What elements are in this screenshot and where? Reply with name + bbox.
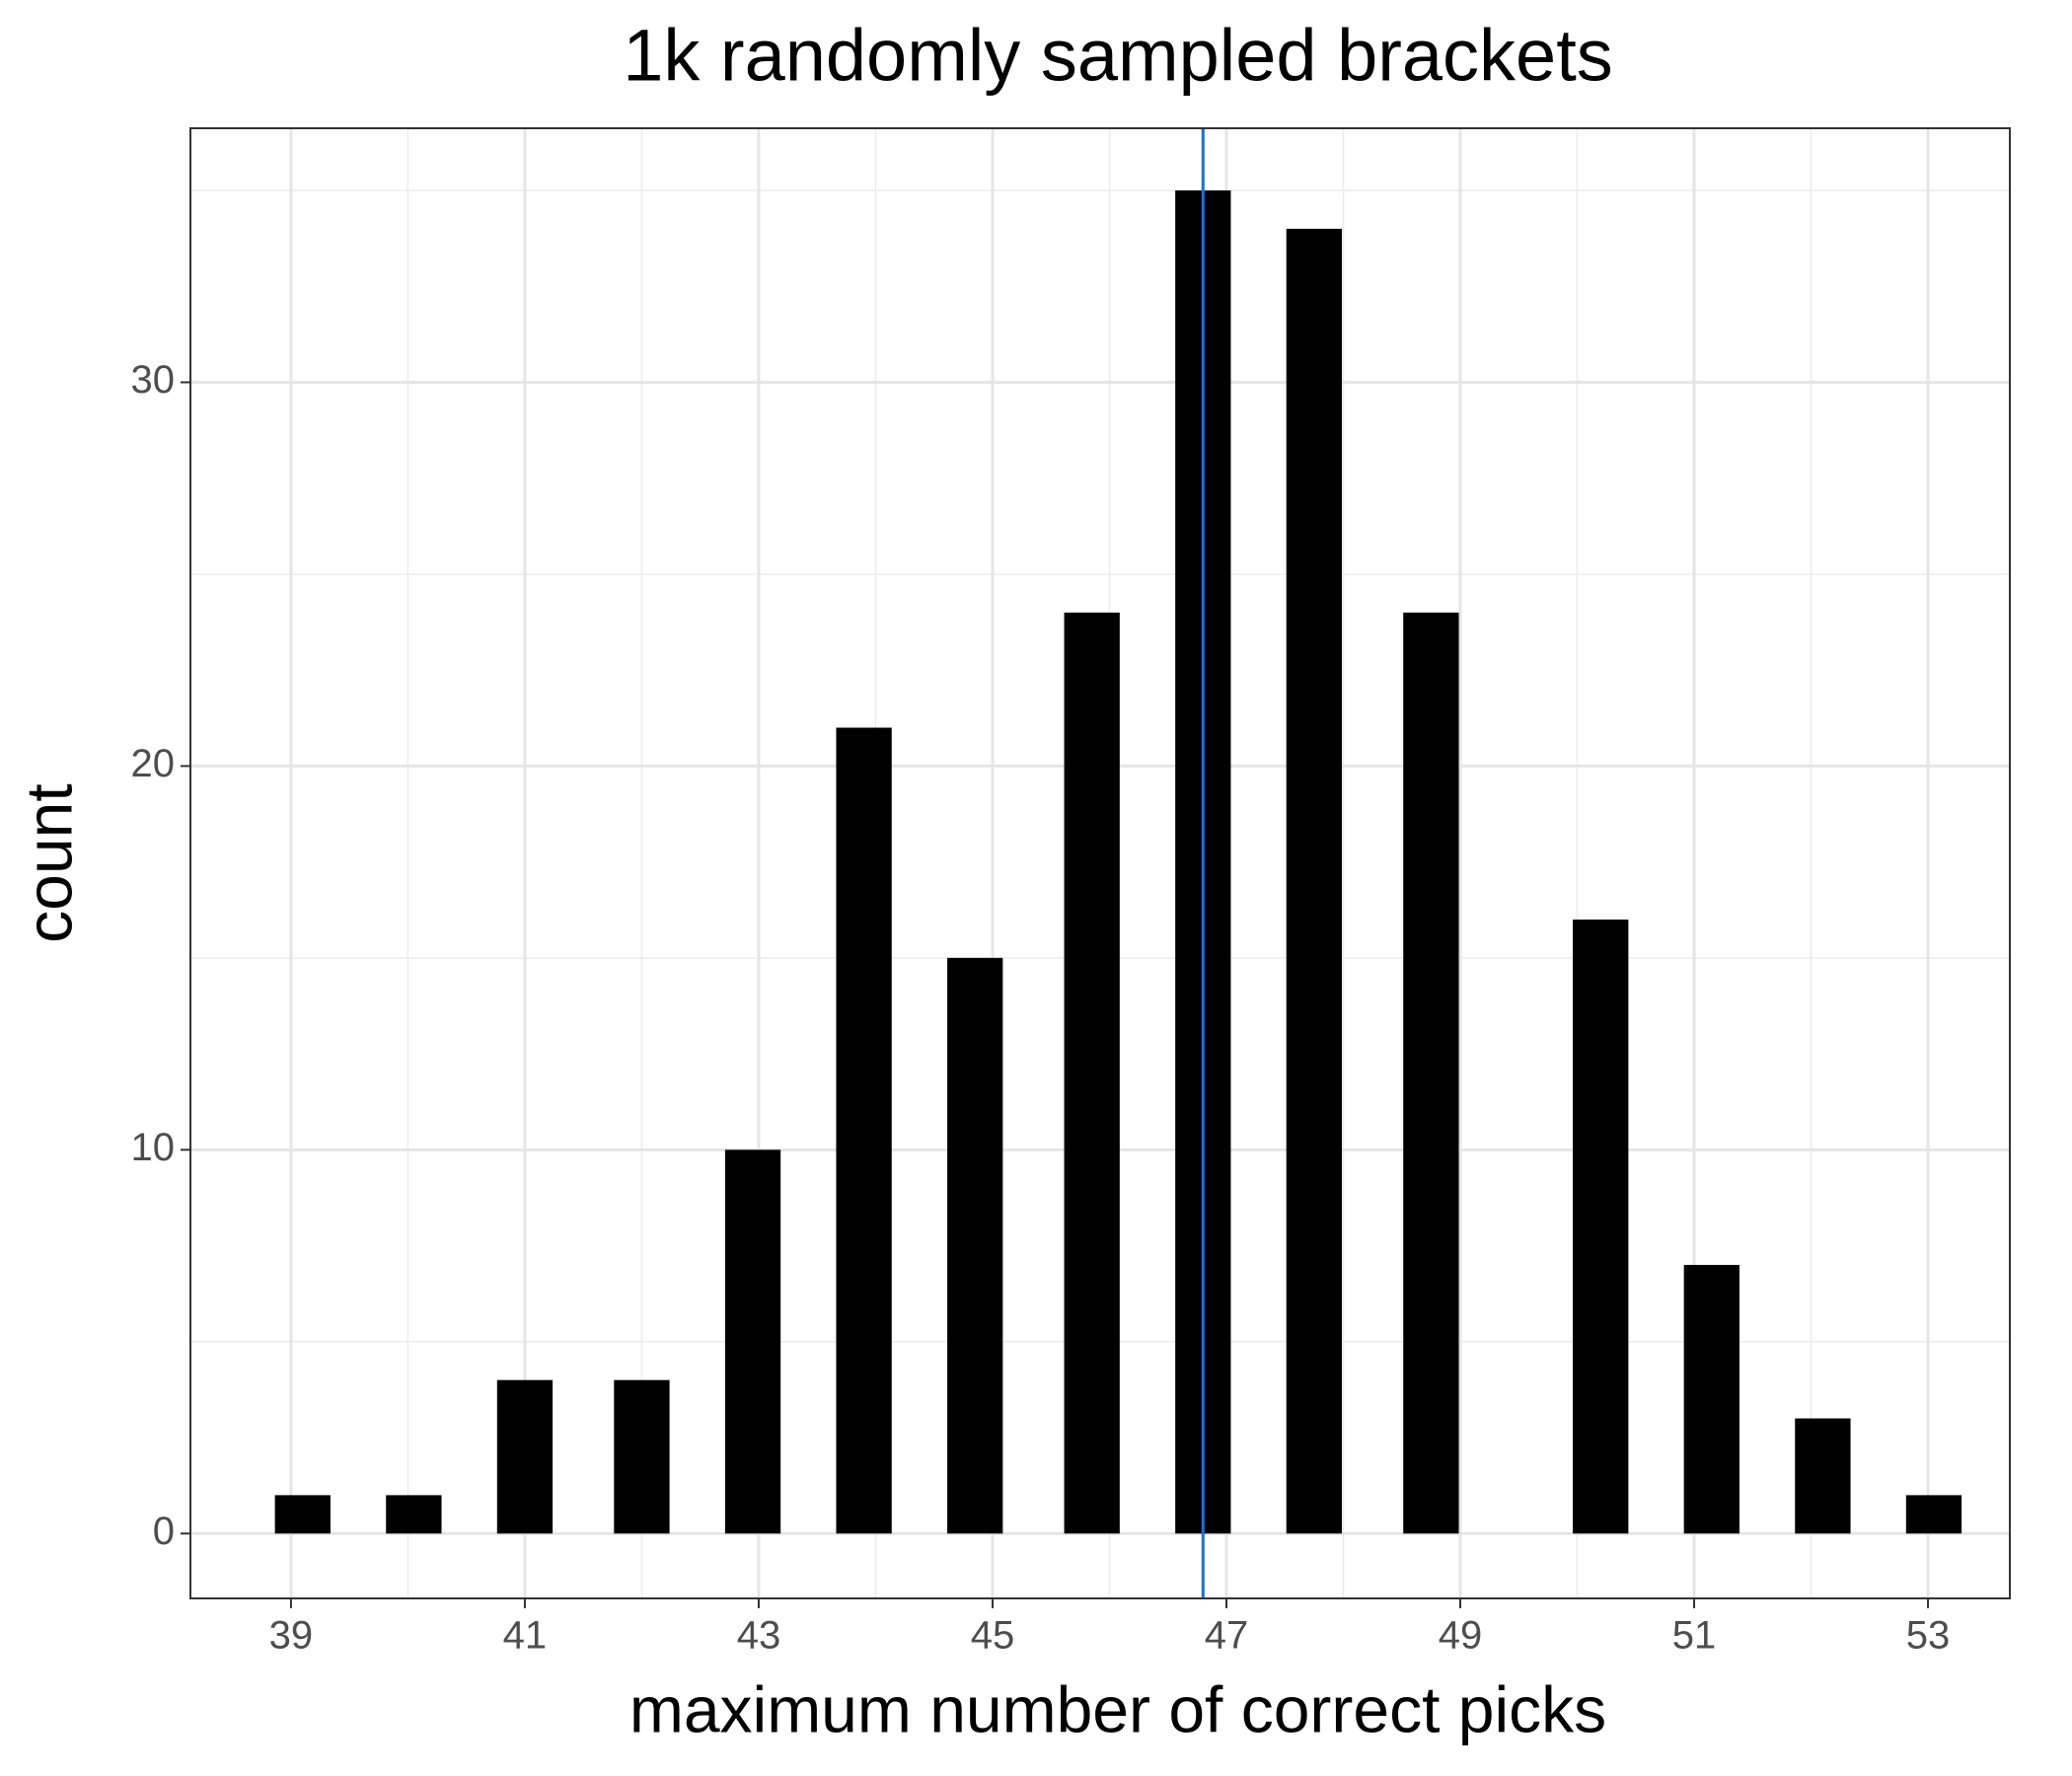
bar: [614, 1379, 670, 1534]
chart-title: 1k randomly sampled brackets: [623, 15, 1613, 97]
x-tick-label: 41: [503, 1614, 548, 1658]
bar: [1064, 612, 1120, 1534]
bar: [947, 957, 1003, 1534]
bar: [1286, 228, 1343, 1534]
bar: [386, 1495, 442, 1534]
y-tick-label: 30: [131, 358, 176, 402]
x-tick-label: 53: [1906, 1614, 1951, 1658]
bar: [1573, 919, 1629, 1534]
bar: [1683, 1265, 1739, 1534]
y-tick-label: 10: [131, 1126, 176, 1169]
x-tick-label: 45: [971, 1614, 1015, 1658]
y-tick-label: 0: [153, 1510, 175, 1553]
y-axis-title: count: [12, 783, 85, 942]
bar: [496, 1379, 554, 1534]
bar: [1403, 612, 1459, 1534]
x-tick-label: 49: [1439, 1614, 1483, 1658]
x-tick-label: 47: [1205, 1614, 1249, 1658]
bar: [836, 727, 892, 1534]
bar: [274, 1495, 331, 1534]
x-tick-label: 51: [1672, 1614, 1717, 1658]
bar: [724, 1149, 781, 1534]
x-tick-label: 39: [269, 1614, 314, 1658]
x-tick-label: 43: [737, 1614, 781, 1658]
y-tick-label: 20: [131, 742, 176, 785]
bar: [1795, 1418, 1851, 1534]
bar: [1905, 1495, 1962, 1534]
panel-border: [189, 127, 2011, 1599]
x-axis-title: maximum number of correct picks: [629, 1672, 1606, 1745]
